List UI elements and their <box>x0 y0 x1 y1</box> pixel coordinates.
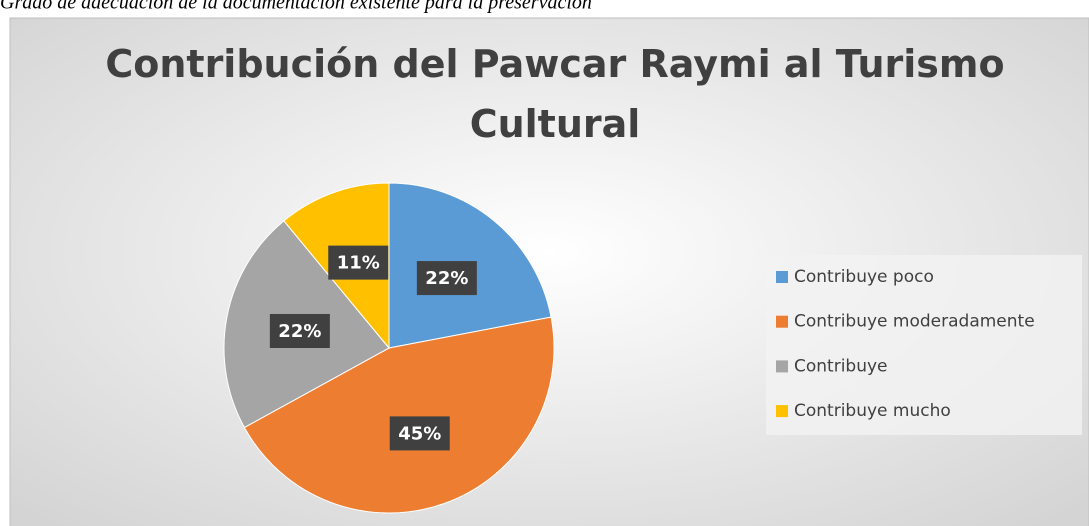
legend-swatch <box>776 405 788 418</box>
data-label-box <box>269 313 330 348</box>
data-label: 11% <box>337 253 380 274</box>
legend-box <box>766 255 1082 435</box>
data-label-box <box>416 261 477 296</box>
data-label-box <box>389 416 450 451</box>
legend-label: Contribuye <box>794 356 888 376</box>
legend-label: Contribuye moderadamente <box>794 312 1035 332</box>
data-label-box <box>328 245 389 280</box>
pie-slice <box>243 316 555 514</box>
legend-label: Contribuye mucho <box>794 401 951 421</box>
data-label: 22% <box>278 321 321 342</box>
legend-label: Contribuye poco <box>794 267 934 287</box>
legend-swatch <box>776 315 788 328</box>
legend-swatch <box>776 360 788 373</box>
legend-swatch <box>776 271 788 283</box>
caption: Grado de adecuación de la documentación … <box>0 0 592 14</box>
chart-title: Contribución del Pawcar Raymi al Turismo… <box>105 42 1004 146</box>
data-label: 45% <box>398 423 441 444</box>
data-label: 22% <box>425 268 468 289</box>
